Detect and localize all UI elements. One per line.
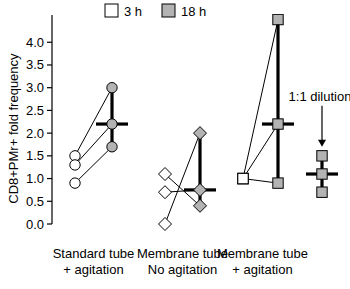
y-tick-label: 2.0 [26, 126, 44, 141]
pair-line [243, 124, 278, 179]
point [317, 187, 327, 197]
y-tick-label: 3.5 [26, 57, 44, 72]
y-tick-label: 1.5 [26, 148, 44, 163]
y-tick-label: 0.0 [26, 217, 44, 232]
category-label-line: No agitation [148, 262, 217, 277]
y-tick-label: 0.5 [26, 194, 44, 209]
point [273, 178, 283, 188]
y-tick [47, 110, 52, 111]
y-axis-label: CD8+PMr+ fold frequency [6, 53, 21, 204]
y-tick [47, 42, 52, 43]
pair-line [165, 133, 200, 224]
point [273, 14, 283, 24]
point [107, 119, 117, 129]
plot-area [70, 14, 338, 230]
legend-label: 3 h [124, 4, 142, 19]
category-label-line: + agitation [63, 262, 123, 277]
y-tick [47, 64, 52, 65]
y-tick [47, 178, 52, 179]
category-label-line: + agitation [232, 262, 292, 277]
legend-label: 18 h [181, 4, 206, 19]
range-line [110, 88, 113, 147]
point [238, 173, 248, 183]
annotation: 1:1 dilution [289, 89, 350, 104]
category-label: Standard tube+ agitation [53, 246, 135, 277]
point [159, 218, 172, 231]
y-tick [47, 223, 52, 224]
point [317, 151, 327, 161]
legend-swatch [162, 4, 175, 17]
point [194, 127, 207, 140]
point [194, 199, 207, 212]
pair-line [75, 124, 112, 165]
y-tick-label: 2.5 [26, 103, 44, 118]
point [70, 178, 80, 188]
point [107, 82, 117, 92]
legend-swatch [105, 4, 118, 17]
point [238, 173, 248, 183]
point [238, 173, 248, 183]
point [273, 119, 283, 129]
category-label: Membrane tube+ agitation [217, 246, 308, 277]
range-line [276, 20, 279, 184]
point [107, 142, 117, 152]
y-tick-label: 1.0 [26, 171, 44, 186]
arrow-head [318, 140, 326, 147]
point [317, 169, 327, 179]
y-tick [47, 201, 52, 202]
point [70, 160, 80, 170]
y-tick-label: 4.0 [26, 35, 44, 50]
chart: 0.0 0.5 1.0 1.5 2.0 2.5 3.0 3.5 4.0 CD8+PMr+ fold… [0, 0, 350, 289]
y-tick [47, 155, 52, 156]
category-label-line: Membrane tube [137, 246, 228, 261]
y-tick [47, 87, 52, 88]
point [159, 186, 172, 199]
category-label-line: Standard tube [53, 246, 135, 261]
pair-line [243, 20, 278, 179]
y-tick [47, 133, 52, 134]
y-axis [51, 15, 52, 224]
category-label-line: Membrane tube [217, 246, 308, 261]
y-tick-label: 3.0 [26, 80, 44, 95]
point [194, 183, 207, 196]
point [159, 168, 172, 181]
arrow-line [321, 106, 322, 141]
category-label: Membrane tubeNo agitation [137, 246, 228, 277]
